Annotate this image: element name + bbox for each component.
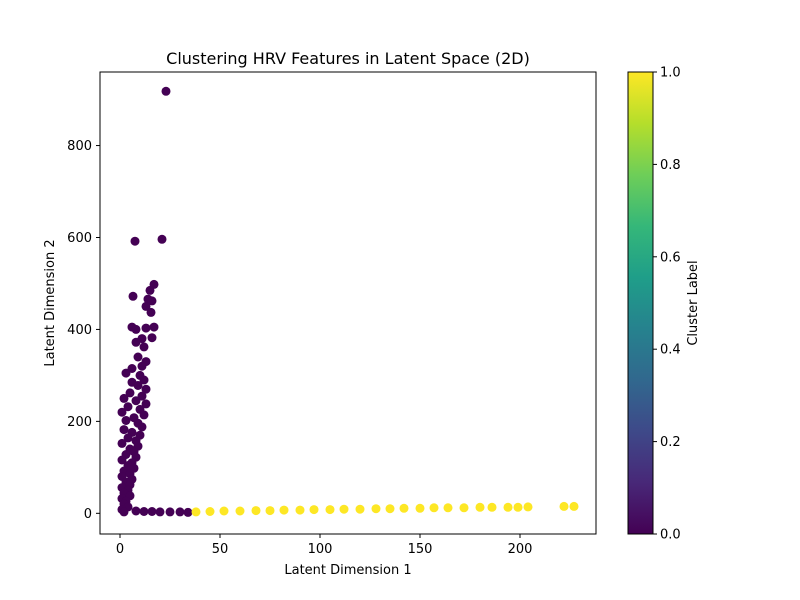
plot-frame <box>99 71 597 535</box>
data-point <box>399 503 409 513</box>
data-point <box>139 507 149 516</box>
data-point <box>429 503 439 513</box>
data-point <box>219 506 229 516</box>
data-point <box>149 322 159 332</box>
data-point <box>147 507 157 516</box>
data-point <box>339 504 349 514</box>
colorbar-tick-label: 0.0 <box>660 528 681 543</box>
y-tick-label: 800 <box>67 139 92 154</box>
data-point <box>146 307 156 317</box>
data-point <box>121 416 131 425</box>
data-point <box>385 504 395 514</box>
y-tick-label: 0 <box>84 507 92 522</box>
data-point <box>459 503 469 513</box>
data-point <box>117 438 127 448</box>
data-point <box>415 503 425 513</box>
data-point <box>145 285 155 295</box>
data-point <box>475 502 485 512</box>
data-point <box>139 375 149 385</box>
data-point <box>117 455 127 465</box>
data-point <box>121 368 131 378</box>
colorbar-tick-label: 0.8 <box>660 158 681 173</box>
y-axis-label: Latent Dimension 2 <box>43 239 58 366</box>
x-axis-label: Latent Dimension 1 <box>284 563 411 578</box>
data-point <box>139 342 149 352</box>
y-tick-label: 400 <box>67 323 92 338</box>
data-point <box>141 323 151 333</box>
data-point <box>355 504 365 514</box>
data-point <box>175 507 185 517</box>
data-point <box>295 505 305 515</box>
x-tick-label: 100 <box>308 542 333 557</box>
points-layer <box>117 86 579 517</box>
y-tick-label: 600 <box>67 231 92 246</box>
data-point <box>123 402 133 412</box>
data-point <box>147 333 157 343</box>
colorbar-tick-label: 0.2 <box>660 435 681 450</box>
colorbar-tick-label: 0.4 <box>660 343 681 358</box>
data-point <box>119 425 129 435</box>
y-axis-ticks: 0 200 400 600 800 <box>67 139 100 522</box>
data-point <box>141 301 151 311</box>
data-point <box>141 399 151 409</box>
data-point <box>137 422 147 432</box>
data-point <box>523 502 533 512</box>
data-point <box>191 507 201 517</box>
data-point <box>119 507 129 517</box>
colorbar-tick-label: 1.0 <box>660 66 681 81</box>
data-point <box>133 381 143 390</box>
data-point <box>205 507 215 516</box>
data-point <box>235 506 245 516</box>
data-point <box>503 502 513 512</box>
x-tick-label: 0 <box>116 542 124 557</box>
data-point <box>141 384 151 394</box>
chart-title: Clustering HRV Features in Latent Space … <box>166 49 530 68</box>
data-point <box>279 505 289 515</box>
data-point <box>125 388 135 398</box>
data-point <box>117 407 127 417</box>
data-point <box>487 502 497 512</box>
data-point <box>147 296 157 306</box>
data-point <box>137 361 147 371</box>
data-point <box>513 502 523 512</box>
data-point <box>131 506 141 516</box>
data-point <box>161 86 171 96</box>
data-point <box>133 352 143 362</box>
data-point <box>251 506 261 516</box>
data-point <box>155 507 165 517</box>
colorbar <box>627 71 654 535</box>
data-point <box>183 507 193 517</box>
data-point <box>265 506 275 516</box>
x-axis-ticks: 0 50 100 150 200 <box>116 534 533 557</box>
data-point <box>443 503 453 513</box>
data-point <box>325 505 335 515</box>
x-tick-label: 200 <box>508 542 533 557</box>
cluster-1-series <box>191 501 579 517</box>
cluster-0-series <box>117 86 193 517</box>
data-point <box>309 505 319 515</box>
data-point <box>119 393 129 403</box>
data-point <box>559 501 569 511</box>
data-point <box>569 501 579 511</box>
y-tick-label: 200 <box>67 415 92 430</box>
data-point <box>165 507 175 517</box>
data-point <box>131 396 141 406</box>
data-point <box>131 324 141 334</box>
colorbar-tick-label: 0.6 <box>660 250 681 265</box>
data-point <box>131 337 141 347</box>
data-point <box>128 291 138 301</box>
data-point <box>123 433 133 443</box>
colorbar-label: Cluster Label <box>686 260 701 345</box>
x-tick-label: 50 <box>212 542 229 557</box>
x-tick-label: 150 <box>408 542 433 557</box>
colorbar-ticks: 0.0 0.2 0.4 0.6 0.8 1.0 <box>653 66 681 543</box>
data-point <box>130 236 140 246</box>
data-point <box>371 504 381 514</box>
data-point <box>157 234 167 244</box>
data-point <box>139 410 149 420</box>
